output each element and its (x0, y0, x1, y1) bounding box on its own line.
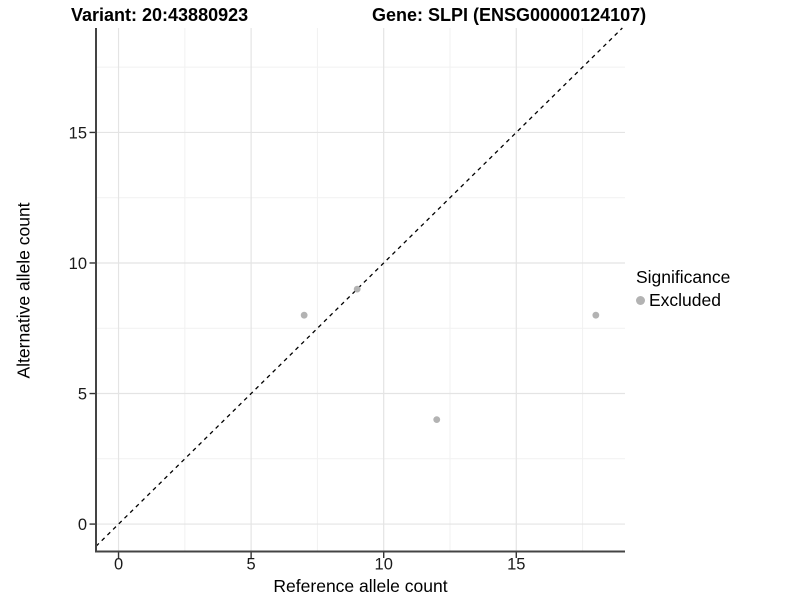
x-tick-label: 15 (507, 556, 525, 574)
y-tick-label: 5 (78, 386, 87, 404)
y-tick-label: 0 (78, 516, 87, 534)
legend-item-label: Excluded (649, 290, 721, 310)
legend-title: Significance (636, 267, 731, 287)
x-axis-label: Reference allele count (273, 576, 448, 596)
y-tick-label: 15 (69, 124, 87, 142)
data-point (353, 285, 361, 293)
x-tick-label: 0 (114, 556, 123, 574)
data-point (300, 311, 308, 319)
variant-title: Variant: 20:43880923 (71, 5, 249, 25)
data-point (433, 416, 441, 424)
x-tick-label: 10 (375, 556, 393, 574)
y-tick-label: 10 (69, 255, 87, 273)
legend-item-excluded: Excluded (636, 289, 730, 311)
x-tick-label: 5 (247, 556, 256, 574)
excluded-point-icon (636, 295, 645, 305)
gene-title: Gene: SLPI (ENSG00000124107) (372, 5, 647, 25)
legend: Significance Excluded (636, 266, 730, 311)
data-point (592, 311, 600, 319)
